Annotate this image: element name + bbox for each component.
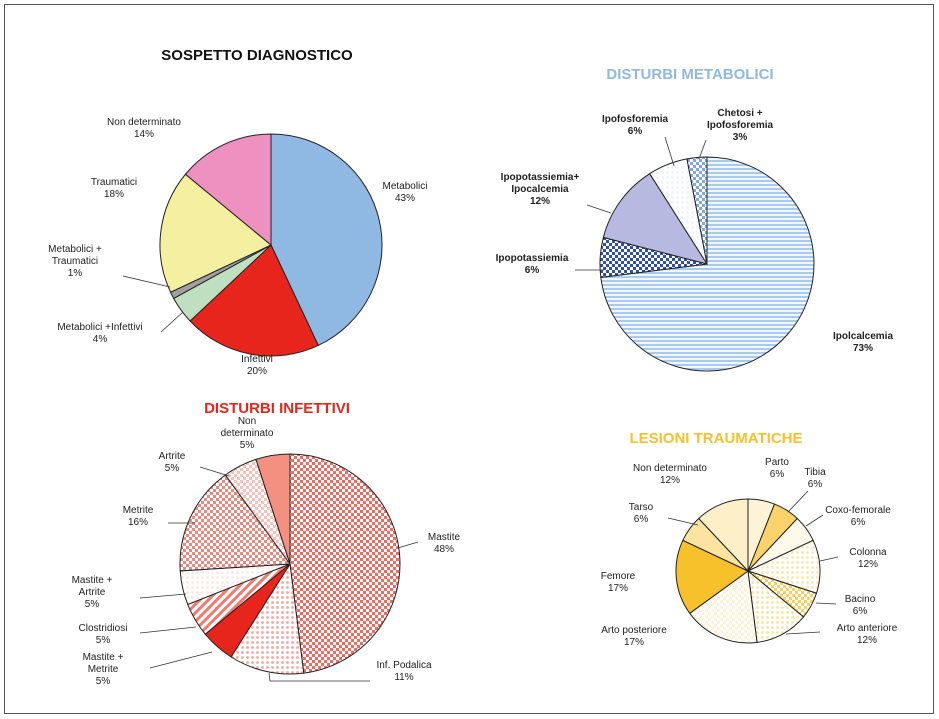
slice-label: Non determinato 5% <box>221 416 274 451</box>
pie-slice <box>159 173 272 293</box>
pie-slice <box>230 562 305 675</box>
pie-slice <box>289 453 401 674</box>
chart-title: DISTURBI INFETTIVI <box>204 400 350 417</box>
slice-label: Chetosi + Ipofosforemia 3% <box>707 108 774 143</box>
slice-label: Coxo-femorale 6% <box>825 505 891 528</box>
slice-label: Infettivi 20% <box>241 354 273 377</box>
figure-frame <box>4 4 934 714</box>
slice-label: Mastite + Metrite 5% <box>83 652 124 687</box>
slice-label: Clostridiosi 5% <box>79 623 128 646</box>
leader-line <box>139 593 187 599</box>
pie-slice <box>602 172 709 265</box>
slice-label: Arto anteriore 12% <box>837 623 898 646</box>
pie-slice <box>179 474 291 572</box>
slice-label: Tarso 6% <box>629 502 654 525</box>
pie-chart-4: LESIONI TRAUMATICHE Parto 6% Tibia 6% Coxo-fe… <box>601 430 898 648</box>
pie-slice <box>255 453 291 565</box>
chart-title: LESIONI TRAUMATICHE <box>629 430 802 447</box>
slice-label: Metabolici + Traumatici 1% <box>48 244 102 279</box>
pie-chart-1: SOSPETTO DIAGNOSTICO Metabolici 43% Infetti… <box>48 47 427 377</box>
slice-label: Parto 6% <box>765 457 789 480</box>
slice-label: Metrite 16% <box>123 505 154 528</box>
slice-label: Ipopotassiemia 6% <box>496 253 569 276</box>
slice-label: Metabolici +Infettivi 4% <box>57 322 142 345</box>
slice-label: Inf. Podalica 11% <box>376 660 431 683</box>
leader-line <box>586 204 612 214</box>
leader-line <box>815 602 837 605</box>
chart-title: SOSPETTO DIAGNOSTICO <box>161 47 353 64</box>
leader-line <box>805 514 824 527</box>
pie-slice <box>270 133 383 347</box>
pie-slice <box>686 156 708 265</box>
slice-label: Colonna 12% <box>849 547 887 570</box>
pie-slice <box>189 244 319 357</box>
slice-label: Metabolici 43% <box>382 181 427 204</box>
slice-label: Mastite 48% <box>428 532 461 555</box>
leader-line <box>122 275 171 288</box>
leader-line <box>268 672 370 682</box>
slice-label: Femore 17% <box>601 571 636 594</box>
slice-label: Mastite + Artrite 5% <box>72 575 113 610</box>
chart-title: DISTURBI METABOLICI <box>606 66 773 83</box>
slice-label: Tibia 6% <box>804 467 826 490</box>
slice-label: Traumatici 18% <box>91 177 137 200</box>
slice-label: Bacino 6% <box>845 594 876 617</box>
slice-label: Non determinato 12% <box>633 463 707 486</box>
leader-line <box>785 631 821 635</box>
slice-label: Artrite 5% <box>159 451 186 474</box>
pie-slice <box>675 539 749 615</box>
pie-slice <box>689 570 758 644</box>
pie-chart-2: DISTURBI METABOLICI Ipolcalcemia 73% Ipopot… <box>496 66 893 372</box>
pie-chart-3: DISTURBI INFETTIVI Mastite 48% Inf. Podalic… <box>72 400 461 687</box>
pie-slice <box>184 133 272 247</box>
leader-line <box>139 626 197 634</box>
leader-line <box>698 139 707 160</box>
leader-line <box>199 466 230 477</box>
slice-label: Arto posteriore 17% <box>601 625 667 648</box>
leader-line <box>664 136 675 167</box>
slice-label: Non determinato 14% <box>107 117 181 140</box>
leader-line <box>787 490 809 513</box>
slice-label: Ipopotassiemia+ Ipocalcemia 12% <box>501 172 580 207</box>
leader-line <box>667 517 699 526</box>
leader-line <box>397 541 419 549</box>
leader-line <box>819 556 839 562</box>
leader-line <box>149 651 213 669</box>
slice-label: Ipolcalcemia 73% <box>833 331 893 354</box>
leader-line <box>160 311 184 333</box>
slice-label: Ipofosforemia 6% <box>602 114 669 137</box>
pie-slice <box>698 498 749 573</box>
